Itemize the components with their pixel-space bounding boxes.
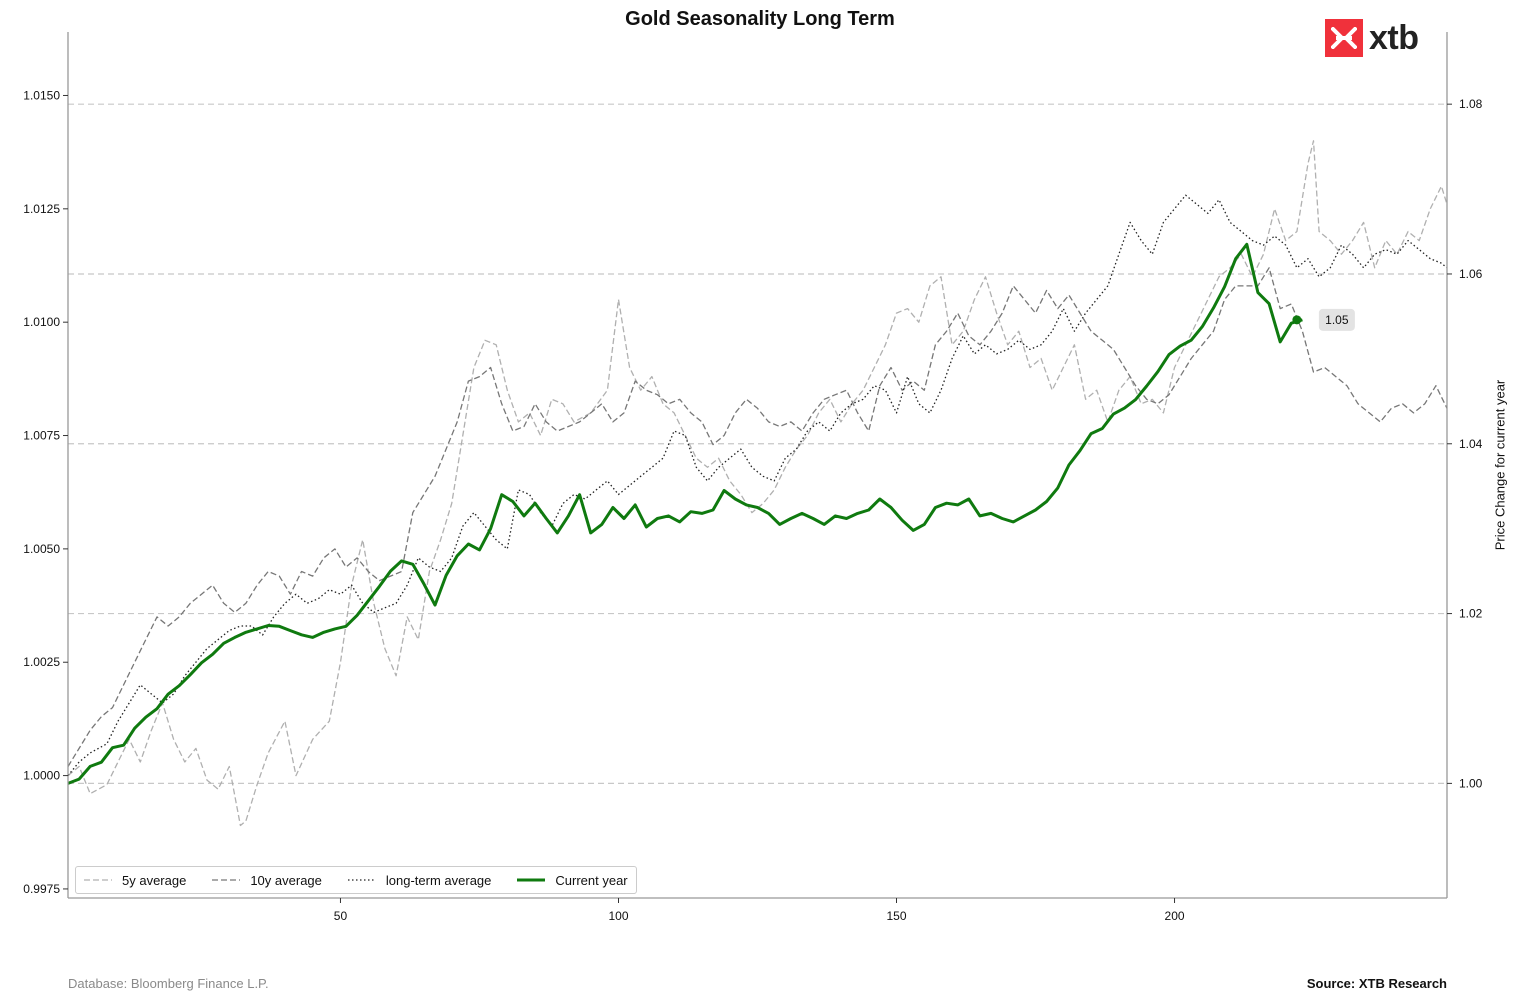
current-year-end-marker: [1292, 315, 1302, 325]
annotation-box: [1318, 308, 1355, 331]
left-tick-label: 1.0150: [23, 88, 60, 102]
left-tick-label: 0.9975: [23, 882, 60, 896]
x-tick-label: 150: [886, 909, 906, 923]
legend-label-10y: 10y average: [250, 872, 322, 888]
logo-text: xtb: [1369, 18, 1419, 57]
right-tick-label: 1.00: [1459, 776, 1483, 790]
x-tick-label: 100: [608, 909, 628, 923]
left-tick-label: 1.0075: [23, 429, 60, 443]
series-current-year: [67, 242, 1303, 785]
annotation-label: 1.05: [1325, 313, 1349, 327]
series-10y-average: [67, 267, 1448, 767]
chart-title: Gold Seasonality Long Term: [625, 8, 895, 30]
x-tick-label: 50: [334, 909, 348, 923]
right-axis-label: Price Change for current year: [1492, 379, 1508, 551]
legend-item-5y: 5y average: [84, 873, 186, 888]
series-lines: [67, 140, 1448, 827]
left-tick-label: 1.0125: [23, 202, 60, 216]
legend: 5y average 10y average long-term average…: [75, 866, 637, 894]
left-tick-label: 1.0025: [23, 655, 60, 669]
right-tick-label: 1.04: [1459, 437, 1483, 451]
legend-item-long-term: long-term average: [347, 872, 492, 888]
footer-database: Database: Bloomberg Finance L.P.: [68, 976, 269, 991]
series-long-term-average: [67, 194, 1448, 777]
footer-source: Source: XTB Research: [1306, 976, 1447, 991]
annotation: 1.05: [1292, 308, 1355, 331]
grid-lines: [68, 103, 1447, 784]
legend-item-10y: 10y average: [212, 873, 322, 888]
legend-item-current: Current year: [517, 872, 628, 888]
series-5y-average: [67, 140, 1448, 827]
left-tick-label: 1.0050: [23, 542, 60, 556]
right-tick-label: 1.02: [1459, 607, 1483, 621]
right-tick-label: 1.06: [1459, 267, 1483, 281]
tick-labels: 0.99751.00001.00251.00501.00751.01001.01…: [23, 88, 1482, 923]
x-tick-label: 200: [1165, 909, 1185, 923]
axes: [63, 32, 1452, 903]
legend-label-long-term: long-term average: [385, 872, 492, 888]
xtb-logo: xtb: [1325, 18, 1419, 58]
legend-label-5y: 5y average: [122, 872, 187, 888]
right-tick-label: 1.08: [1459, 97, 1483, 111]
xtb-x-icon: [1325, 19, 1363, 57]
legend-label-current: Current year: [555, 872, 628, 888]
left-tick-label: 1.0000: [23, 769, 60, 783]
left-tick-label: 1.0100: [23, 315, 60, 329]
